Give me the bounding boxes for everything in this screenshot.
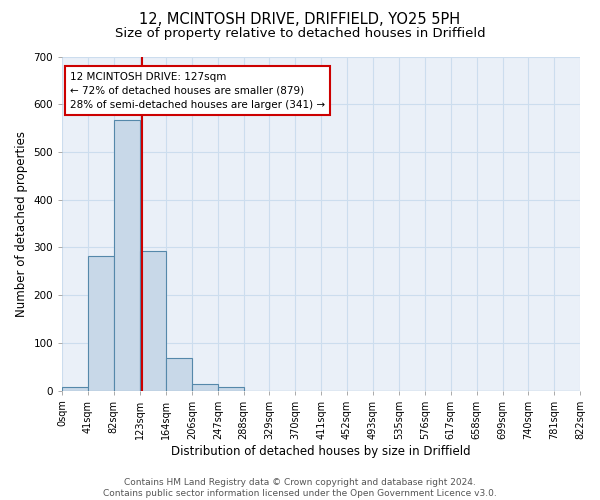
Text: 12 MCINTOSH DRIVE: 127sqm
← 72% of detached houses are smaller (879)
28% of semi: 12 MCINTOSH DRIVE: 127sqm ← 72% of detac… bbox=[70, 72, 325, 110]
Y-axis label: Number of detached properties: Number of detached properties bbox=[15, 130, 28, 316]
Bar bbox=[114, 120, 140, 390]
Bar bbox=[88, 256, 114, 390]
Bar bbox=[140, 251, 166, 390]
Bar bbox=[218, 386, 244, 390]
Bar bbox=[62, 387, 88, 390]
Bar bbox=[166, 358, 192, 390]
Text: 12, MCINTOSH DRIVE, DRIFFIELD, YO25 5PH: 12, MCINTOSH DRIVE, DRIFFIELD, YO25 5PH bbox=[139, 12, 461, 28]
Bar bbox=[192, 384, 218, 390]
X-axis label: Distribution of detached houses by size in Driffield: Distribution of detached houses by size … bbox=[171, 444, 471, 458]
Text: Contains HM Land Registry data © Crown copyright and database right 2024.
Contai: Contains HM Land Registry data © Crown c… bbox=[103, 478, 497, 498]
Text: Size of property relative to detached houses in Driffield: Size of property relative to detached ho… bbox=[115, 28, 485, 40]
